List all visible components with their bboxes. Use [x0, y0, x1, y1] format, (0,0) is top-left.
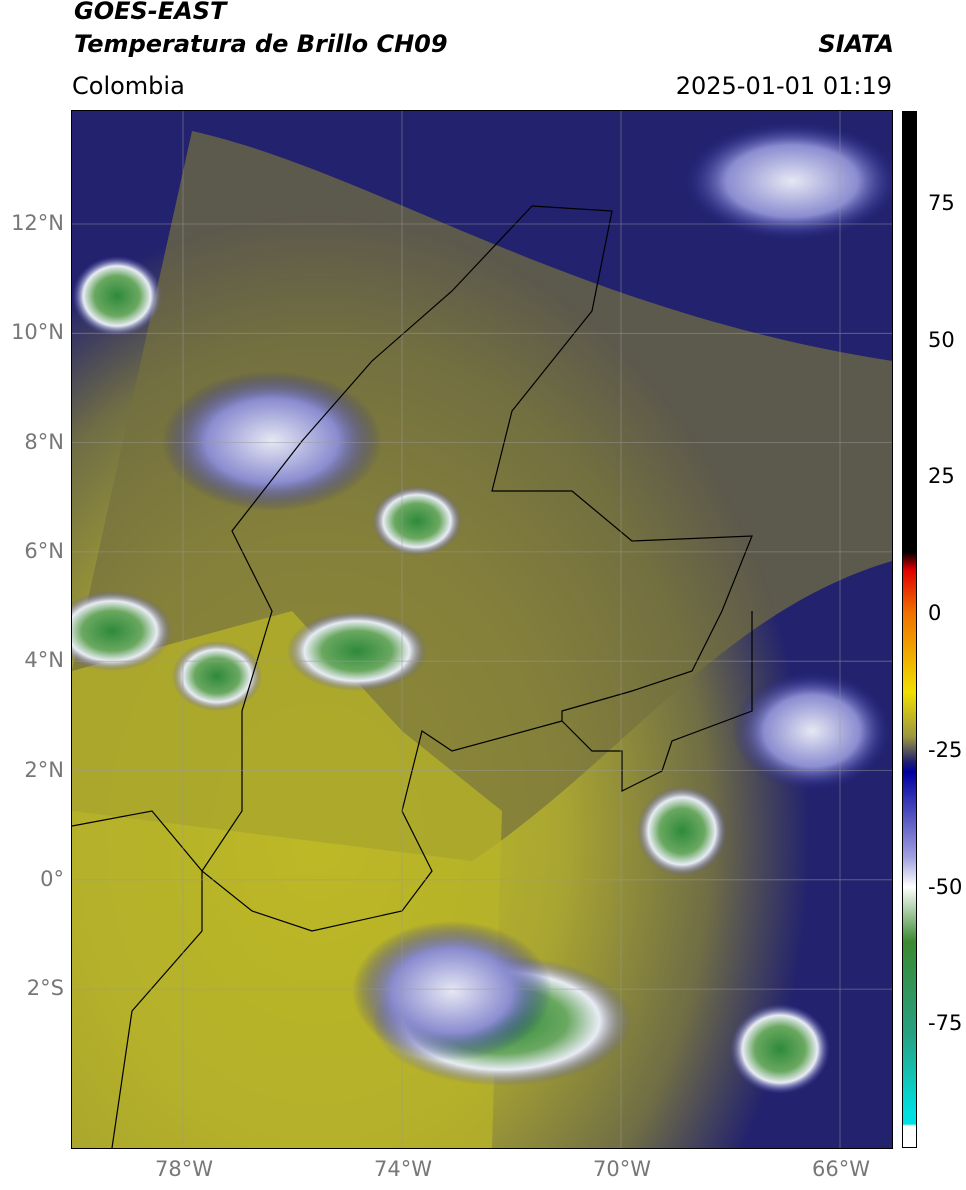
colorbar-tick-label: -75	[928, 1011, 963, 1036]
datetime: 2025-01-01 01:19	[675, 72, 892, 100]
lon-label: 66°W	[812, 1157, 870, 1181]
satellite-image	[72, 111, 892, 1148]
lon-label: 74°W	[374, 1157, 432, 1181]
lon-label: 78°W	[155, 1157, 213, 1181]
lat-label: 2°S	[26, 976, 64, 1001]
lat-label: 0°	[40, 866, 64, 891]
lat-label: 4°N	[24, 648, 64, 673]
colorbar-tick-label: 0	[928, 601, 942, 626]
region: Colombia	[72, 72, 185, 100]
lon-label: 70°W	[593, 1157, 651, 1181]
lat-label: 8°N	[24, 429, 64, 454]
map-frame	[71, 110, 893, 1149]
lat-label: 2°N	[24, 757, 64, 782]
lat-label: 6°N	[24, 538, 64, 563]
colorbar-tick-label: -50	[928, 874, 963, 899]
satellite: GOES-EAST	[74, 0, 227, 25]
source: SIATA	[818, 30, 894, 58]
colorbar-tick-label: 25	[928, 464, 955, 489]
colorbar-tick-label: -25	[928, 737, 963, 762]
product: Temperatura de Brillo CH09	[74, 30, 448, 58]
colorbar-tick-label: 75	[928, 191, 955, 215]
lat-label: 10°N	[11, 320, 64, 345]
colorbar-tick-label: 50	[928, 327, 955, 352]
lat-label: 12°N	[11, 211, 64, 235]
colorbar	[902, 111, 917, 1148]
